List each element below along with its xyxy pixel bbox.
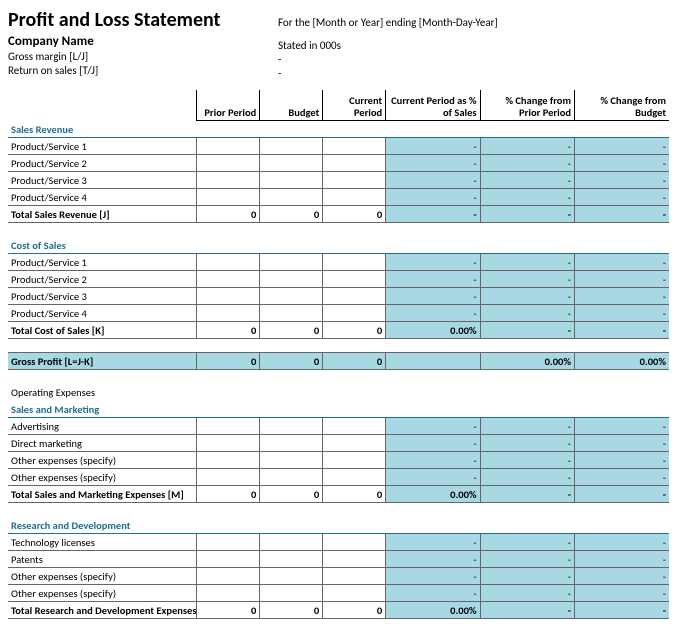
section-sm: Sales and Marketing	[8, 400, 669, 417]
col-current: Current Period	[323, 90, 386, 120]
total-cost-row: Total Cost of Sales [K] 0 0 0 0.00% - -	[8, 321, 669, 338]
table-row: Other expenses (specify)---	[8, 451, 669, 468]
table-row: Other expenses (specify)---	[8, 567, 669, 584]
table-row: Product/Service 4---	[8, 188, 669, 205]
stated-line: Stated in 000s	[278, 39, 498, 52]
table-row: Other expenses (specify)---	[8, 584, 669, 601]
table-row: Product/Service 1---	[8, 137, 669, 154]
table-row: Technology licenses---	[8, 533, 669, 550]
table-row: Product/Service 1---	[8, 253, 669, 270]
table-row: Product/Service 3---	[8, 287, 669, 304]
table-row: Product/Service 2---	[8, 270, 669, 287]
table-row: Product/Service 2---	[8, 154, 669, 171]
section-sales: Sales Revenue	[8, 120, 669, 137]
col-chg-b: % Change from Budget	[575, 90, 670, 120]
gross-margin-value: -	[278, 53, 498, 66]
column-header-row: Prior Period Budget Current Period Curre…	[8, 90, 669, 120]
gross-profit-row: Gross Profit [L=J-K] 0 0 0 0.00% 0.00%	[8, 352, 669, 369]
period-line: For the [Month or Year] ending [Month-Da…	[278, 16, 498, 29]
table-row: Product/Service 4---	[8, 304, 669, 321]
company-name: Company Name	[8, 34, 278, 49]
return-on-sales-value: -	[278, 67, 498, 80]
header: Profit and Loss Statement Company Name G…	[8, 8, 669, 80]
table-row: Patents---	[8, 550, 669, 567]
col-pct: Current Period as % of Sales	[386, 90, 480, 120]
table-row: Advertising---	[8, 417, 669, 434]
table-row: Direct marketing---	[8, 434, 669, 451]
table-row: Product/Service 3---	[8, 171, 669, 188]
gross-margin-label: Gross margin [L/J]	[8, 50, 278, 63]
opex-title: Operating Expenses	[8, 383, 669, 400]
page-title: Profit and Loss Statement	[8, 8, 278, 32]
col-prior: Prior Period	[197, 90, 260, 120]
col-chg-pp: % Change from Prior Period	[480, 90, 574, 120]
total-rd-row: Total Research and Development Expenses …	[8, 601, 669, 618]
total-sm-row: Total Sales and Marketing Expenses [M] 0…	[8, 485, 669, 502]
section-rd: Research and Development	[8, 516, 669, 533]
total-sales-row: Total Sales Revenue [J] 0 0 0 - - -	[8, 205, 669, 222]
pl-table: Prior Period Budget Current Period Curre…	[8, 90, 669, 619]
table-row: Other expenses (specify)---	[8, 468, 669, 485]
section-cost: Cost of Sales	[8, 236, 669, 253]
return-on-sales-label: Return on sales [T/J]	[8, 64, 278, 77]
col-budget: Budget	[260, 90, 323, 120]
